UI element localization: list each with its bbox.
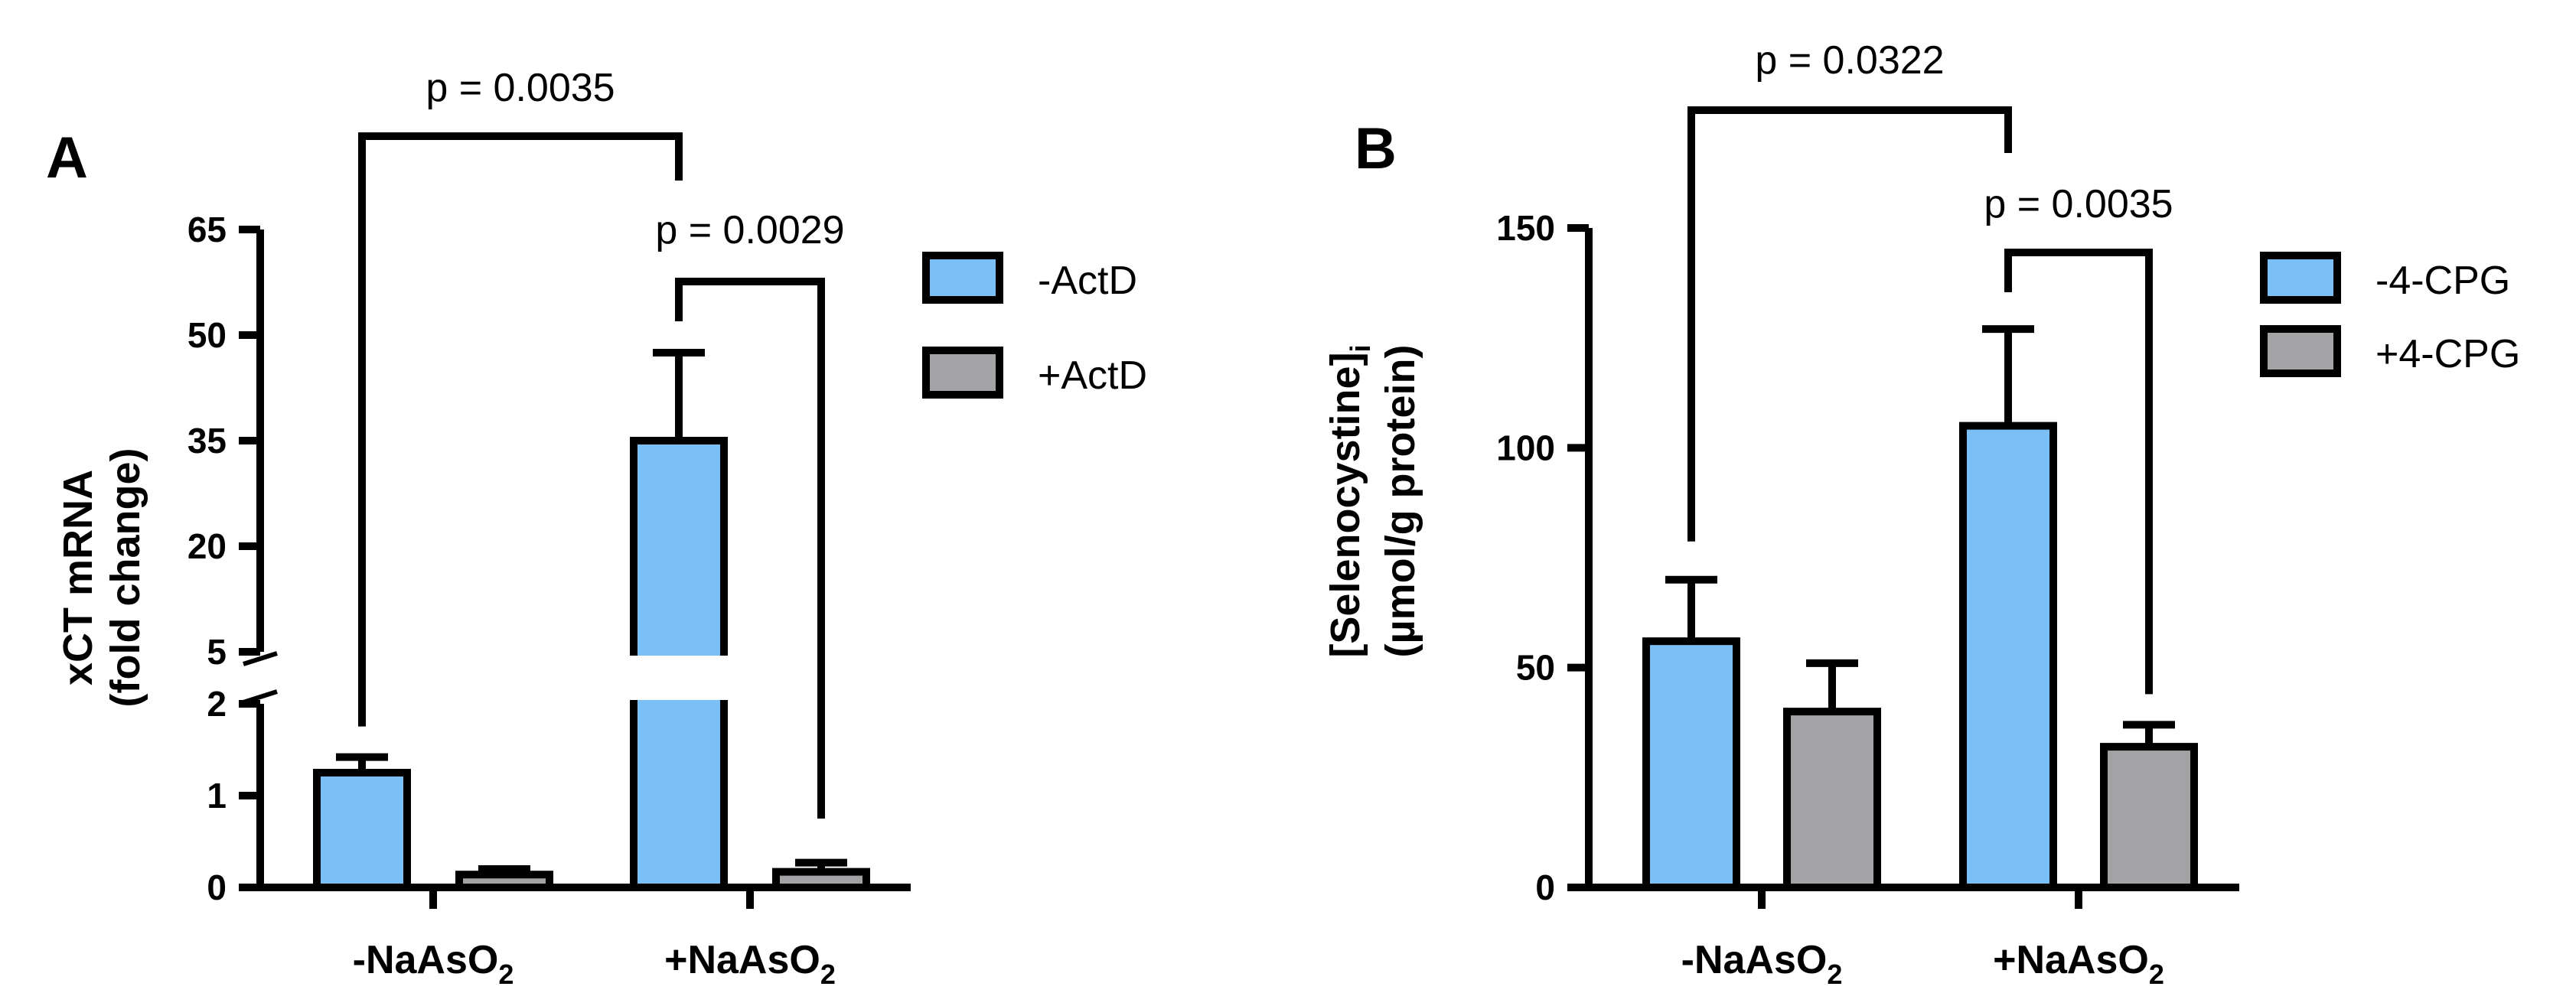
y-axis-label-line-1: xCT mRNA: [55, 470, 101, 685]
p-value-label: p = 0.0035: [1984, 182, 2173, 226]
y-tick-label: 0: [207, 868, 227, 907]
y-tick-label: 50: [1516, 648, 1555, 688]
significance-bracket: [358, 132, 683, 727]
bar: [772, 868, 870, 891]
legend-swatch-series-2: [922, 347, 1003, 399]
x-category-label: +NaAsO2: [1993, 938, 2164, 990]
p-value-label: p = 0.0029: [655, 208, 844, 252]
legend-label-series-1: -ActD: [1038, 259, 1137, 303]
y-tick-label: 65: [187, 210, 227, 249]
panel-b: B [Selenocystine]i (µmol/g protein) 0 50 1…: [1322, 38, 2520, 990]
legend-label-series-1: -4-CPG: [2375, 259, 2510, 303]
legend-swatch-series-1: [2260, 252, 2341, 304]
y-tick-label: 50: [187, 315, 227, 355]
panel-a: A xCT mRNA (fold change) 0 1 2 5 20 35 50 65 p …: [46, 66, 1147, 990]
y-axis-label-line-2: (fold change): [103, 448, 148, 708]
x-category-label: -NaAsO2: [353, 938, 514, 990]
y-axis-label-line-2: (µmol/g protein): [1378, 344, 1423, 657]
bar: [1959, 422, 2057, 891]
bars: [313, 349, 870, 891]
legend-label-series-2: +ActD: [1038, 353, 1147, 398]
y-axis-label-line-1: [Selenocystine]i: [1322, 344, 1376, 657]
significance-annotations: p = 0.0035 p = 0.0029: [358, 66, 845, 819]
legend: -ActD +ActD: [922, 252, 1147, 399]
bar: [313, 769, 411, 891]
legend-swatch-series-2: [2260, 325, 2341, 377]
y-tick-label: 1: [207, 776, 227, 816]
panel-letter: A: [46, 125, 88, 190]
panel-letter: B: [1355, 116, 1397, 181]
legend-swatch-series-1: [922, 252, 1003, 304]
significance-bracket: [1687, 106, 2012, 542]
y-tick-label: 0: [1535, 868, 1555, 907]
bar: [1783, 708, 1881, 892]
p-value-label: p = 0.0322: [1755, 38, 1944, 83]
legend: -4-CPG +4-CPG: [2260, 252, 2520, 377]
y-tick-label: 20: [187, 526, 227, 566]
bar: [2100, 743, 2198, 892]
y-tick-label: 5: [207, 632, 227, 672]
significance-annotations: p = 0.0322 p = 0.0035: [1687, 38, 2173, 695]
legend-label-series-2: +4-CPG: [2375, 332, 2520, 376]
y-tick-label: 35: [187, 421, 227, 461]
p-value-label: p = 0.0035: [426, 66, 615, 110]
y-tick-label: 2: [207, 684, 227, 724]
x-category-label: +NaAsO2: [664, 938, 836, 990]
bar-break-gap: [628, 656, 730, 700]
y-ticks: 0 1 2 5 20 35 50 65: [187, 210, 260, 907]
axis-break-mark: [243, 651, 278, 666]
y-ticks: 0 50 100 150: [1496, 208, 1589, 907]
bar: [455, 871, 553, 891]
x-category-label: -NaAsO2: [1681, 938, 1843, 990]
y-tick-label: 100: [1496, 428, 1555, 467]
significance-bracket: [675, 278, 825, 819]
bars: [1642, 325, 2198, 892]
significance-bracket: [2004, 249, 2153, 695]
bar: [1642, 637, 1740, 891]
y-tick-label: 150: [1496, 208, 1555, 248]
